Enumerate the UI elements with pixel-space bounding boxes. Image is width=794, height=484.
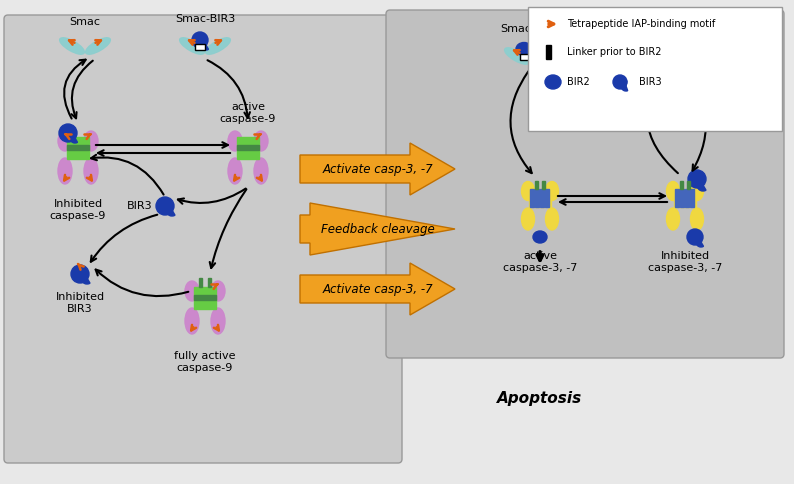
Bar [520, 54, 530, 60]
Ellipse shape [228, 158, 242, 184]
Ellipse shape [254, 158, 268, 184]
Bar [675, 189, 679, 207]
Bar [237, 137, 259, 159]
Polygon shape [300, 143, 455, 195]
Circle shape [59, 124, 77, 142]
Text: Activate casp-3, -7: Activate casp-3, -7 [322, 163, 433, 176]
Bar [685, 189, 688, 207]
Bar [680, 181, 683, 189]
Ellipse shape [58, 131, 72, 151]
Ellipse shape [666, 208, 680, 230]
Bar [199, 278, 202, 287]
Wedge shape [166, 204, 175, 216]
FancyBboxPatch shape [528, 7, 782, 131]
Text: Tetrapeptide IAP-binding motif: Tetrapeptide IAP-binding motif [567, 19, 715, 29]
Bar [690, 189, 693, 207]
Wedge shape [81, 272, 90, 284]
Text: Smac-BIR2: Smac-BIR2 [499, 24, 561, 34]
Ellipse shape [505, 48, 530, 64]
Text: BIR3: BIR3 [639, 77, 661, 87]
Ellipse shape [522, 182, 534, 200]
Bar [237, 145, 259, 150]
Text: Apoptosis: Apoptosis [497, 392, 583, 407]
Polygon shape [300, 263, 455, 315]
Bar [545, 189, 549, 207]
Text: Linker prior to BIR2: Linker prior to BIR2 [567, 47, 661, 57]
Circle shape [71, 265, 89, 283]
Bar [542, 181, 545, 189]
Bar [195, 44, 205, 50]
Wedge shape [201, 40, 209, 50]
Ellipse shape [545, 75, 561, 89]
Circle shape [688, 170, 706, 188]
Bar [540, 189, 544, 207]
Circle shape [192, 32, 208, 48]
Bar [194, 295, 216, 300]
Circle shape [156, 197, 174, 215]
Ellipse shape [545, 208, 558, 230]
Bar [535, 181, 538, 189]
Wedge shape [70, 133, 78, 143]
Ellipse shape [185, 308, 199, 334]
Ellipse shape [179, 38, 204, 54]
Bar [67, 137, 89, 159]
Ellipse shape [530, 48, 555, 64]
Ellipse shape [666, 182, 680, 200]
Ellipse shape [86, 38, 110, 54]
Ellipse shape [185, 281, 199, 301]
Wedge shape [696, 237, 703, 247]
Ellipse shape [680, 43, 705, 59]
Text: Smac: Smac [70, 17, 101, 27]
Bar [208, 278, 211, 287]
Ellipse shape [545, 182, 558, 200]
Text: BIR3: BIR3 [126, 201, 152, 211]
Text: Smac-BIR3: Smac-BIR3 [175, 14, 235, 24]
Text: Activate casp-3, -7: Activate casp-3, -7 [322, 283, 433, 296]
Ellipse shape [691, 182, 703, 200]
Bar [529, 189, 551, 207]
Ellipse shape [654, 43, 680, 59]
Text: fully active
caspase-9: fully active caspase-9 [174, 351, 236, 373]
Text: active
caspase-9: active caspase-9 [220, 103, 276, 124]
Wedge shape [621, 81, 628, 91]
Ellipse shape [206, 38, 230, 54]
Ellipse shape [60, 38, 84, 54]
Text: active
caspase-3, -7: active caspase-3, -7 [503, 251, 577, 272]
Text: Inhibited
BIR3: Inhibited BIR3 [56, 292, 105, 314]
Ellipse shape [254, 131, 268, 151]
Ellipse shape [211, 308, 225, 334]
Bar [194, 287, 216, 309]
Ellipse shape [691, 208, 703, 230]
Ellipse shape [516, 43, 532, 56]
Bar [546, 45, 551, 59]
Circle shape [613, 75, 627, 89]
Ellipse shape [84, 131, 98, 151]
Bar [680, 189, 684, 207]
Polygon shape [300, 203, 455, 255]
Ellipse shape [84, 158, 98, 184]
Wedge shape [697, 179, 706, 191]
Ellipse shape [211, 281, 225, 301]
Bar [535, 189, 538, 207]
Bar [674, 189, 696, 207]
Text: BIR2: BIR2 [567, 77, 590, 87]
Circle shape [687, 229, 703, 245]
Bar [687, 181, 690, 189]
Ellipse shape [58, 158, 72, 184]
Ellipse shape [533, 231, 547, 243]
Ellipse shape [522, 208, 534, 230]
Bar [67, 145, 89, 150]
FancyBboxPatch shape [386, 10, 784, 358]
FancyBboxPatch shape [4, 15, 402, 463]
Text: Inhibited
caspase-9: Inhibited caspase-9 [50, 199, 106, 221]
Ellipse shape [228, 131, 242, 151]
Bar [530, 189, 534, 207]
Text: Inhibited
caspase-3, -7: Inhibited caspase-3, -7 [648, 251, 723, 272]
Text: Smac: Smac [665, 22, 696, 32]
Text: Feedback cleavage: Feedback cleavage [321, 223, 434, 236]
